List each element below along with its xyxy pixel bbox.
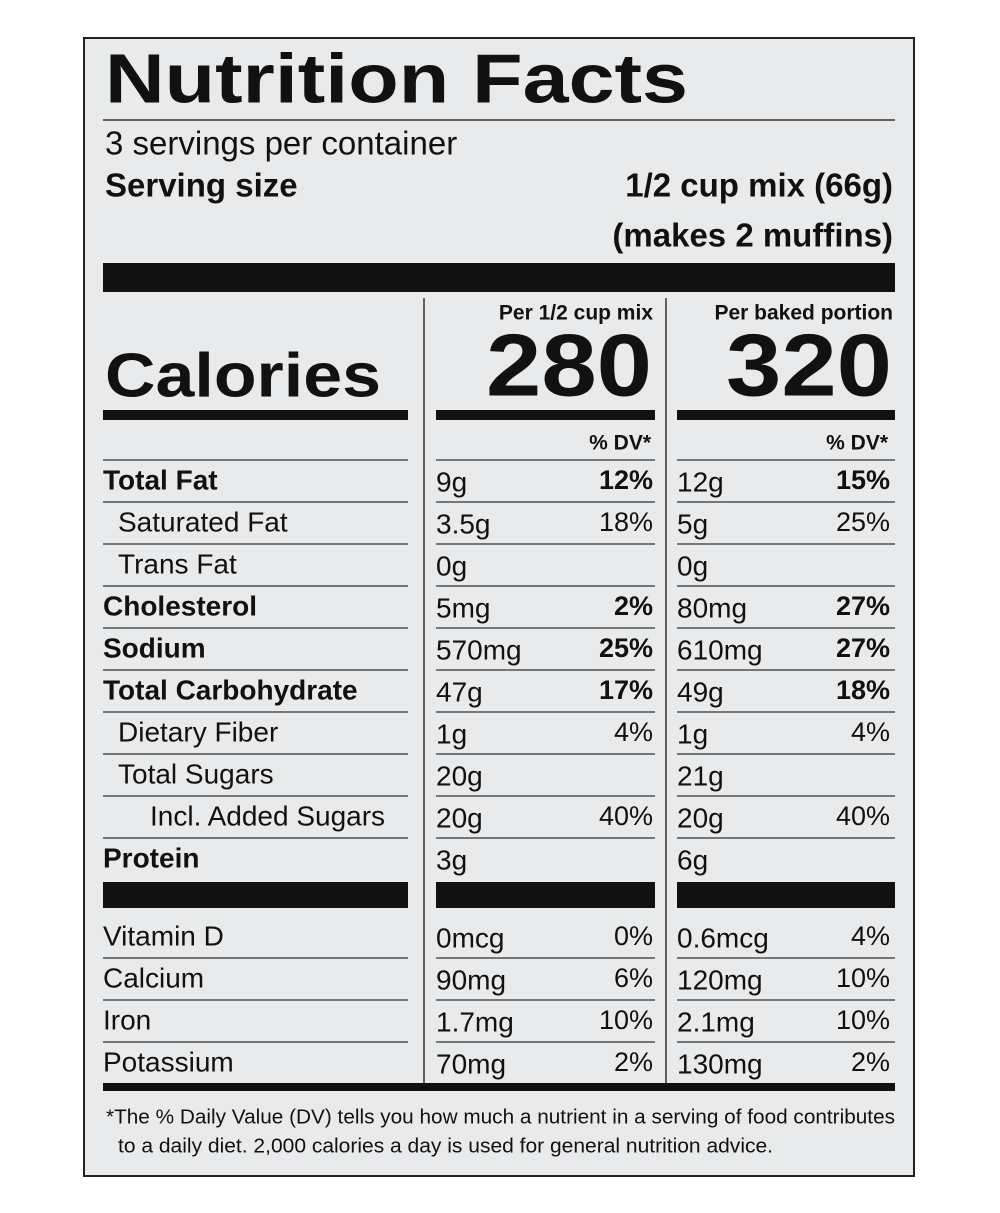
daily-value: 18% [599,507,653,537]
serving-size-label: Serving size [105,167,298,204]
amount: 0.6mcg [677,922,769,953]
amount: 6g [677,844,708,875]
daily-value: 2% [614,1047,653,1077]
amount: 9g [436,466,467,497]
calories-label: Calories [105,341,381,410]
serving-size-value: (makes 2 muffins) [612,217,893,254]
daily-value: 4% [851,921,890,951]
thick-bar [677,882,895,908]
amount: 49g [677,676,724,707]
amount: 5g [677,508,708,539]
daily-value: 25% [836,507,890,537]
nutrient-name: Total Fat [103,464,218,495]
daily-value: 4% [614,717,653,747]
nutrient-name: Total Sugars [118,758,274,789]
amount: 1g [677,718,708,749]
amount: 90mg [436,964,506,995]
nutrient-name: Vitamin D [103,920,224,951]
amount: 47g [436,676,483,707]
footnote: *The % Daily Value (DV) tells you how mu… [106,1106,895,1128]
nutrient-name: Sodium [103,632,206,663]
nutrient-name: Incl. Added Sugars [150,800,385,831]
amount: 70mg [436,1048,506,1079]
thick-bar [103,263,895,292]
thick-bar [436,410,655,420]
thick-bar [103,1083,895,1091]
amount: 1g [436,718,467,749]
daily-value: 15% [836,465,890,495]
daily-value: 10% [836,1005,890,1035]
amount: 570mg [436,634,522,665]
amount: 2.1mg [677,1006,755,1037]
daily-value: 4% [851,717,890,747]
daily-value: 10% [836,963,890,993]
amount: 21g [677,760,724,791]
amount: 80mg [677,592,747,623]
thick-bar [677,410,895,420]
daily-value: 12% [599,465,653,495]
daily-value: 6% [614,963,653,993]
thick-bar [103,410,408,420]
daily-value: 17% [599,675,653,705]
amount: 20g [436,760,483,791]
amount: 20g [677,802,724,833]
amount: 12g [677,466,724,497]
nutrient-name: Saturated Fat [118,506,288,537]
thick-bar [436,882,655,908]
amount: 130mg [677,1048,763,1079]
amount: 1.7mg [436,1006,514,1037]
daily-value: 40% [836,801,890,831]
amount: 5mg [436,592,490,623]
nutrient-name: Calcium [103,962,204,993]
footnote: to a daily diet. 2,000 calories a day is… [118,1135,773,1157]
thick-bar [103,882,408,908]
nutrient-name: Protein [103,842,199,873]
amount: 610mg [677,634,763,665]
calories-value: 320 [726,315,892,414]
daily-value: 2% [851,1047,890,1077]
daily-value: 18% [836,675,890,705]
nutrient-name: Potassium [103,1046,234,1077]
nutrient-name: Dietary Fiber [118,716,278,747]
amount: 3g [436,844,467,875]
amount: 0mcg [436,922,504,953]
servings: 3 servings per container [105,125,457,162]
column-header: Per baked portion [714,302,893,325]
dv-header: % DV* [826,432,889,455]
daily-value: 10% [599,1005,653,1035]
calories-value: 280 [486,315,652,414]
daily-value: 25% [599,633,653,663]
nutrient-name: Trans Fat [118,548,237,579]
title: Nutrition Facts [105,39,688,117]
nutrient-name: Iron [103,1004,151,1035]
daily-value: 27% [836,591,890,621]
nutrient-name: Total Carbohydrate [103,674,358,705]
column-header: Per 1/2 cup mix [499,302,653,325]
serving-size-value: 1/2 cup mix (66g) [625,167,893,204]
amount: 0g [436,550,467,581]
daily-value: 0% [614,921,653,951]
amount: 0g [677,550,708,581]
daily-value: 27% [836,633,890,663]
daily-value: 2% [614,591,653,621]
amount: 120mg [677,964,763,995]
nutrient-name: Cholesterol [103,590,257,621]
amount: 3.5g [436,508,491,539]
amount: 20g [436,802,483,833]
dv-header: % DV* [589,432,652,455]
daily-value: 40% [599,801,653,831]
label-panel [83,37,915,1177]
